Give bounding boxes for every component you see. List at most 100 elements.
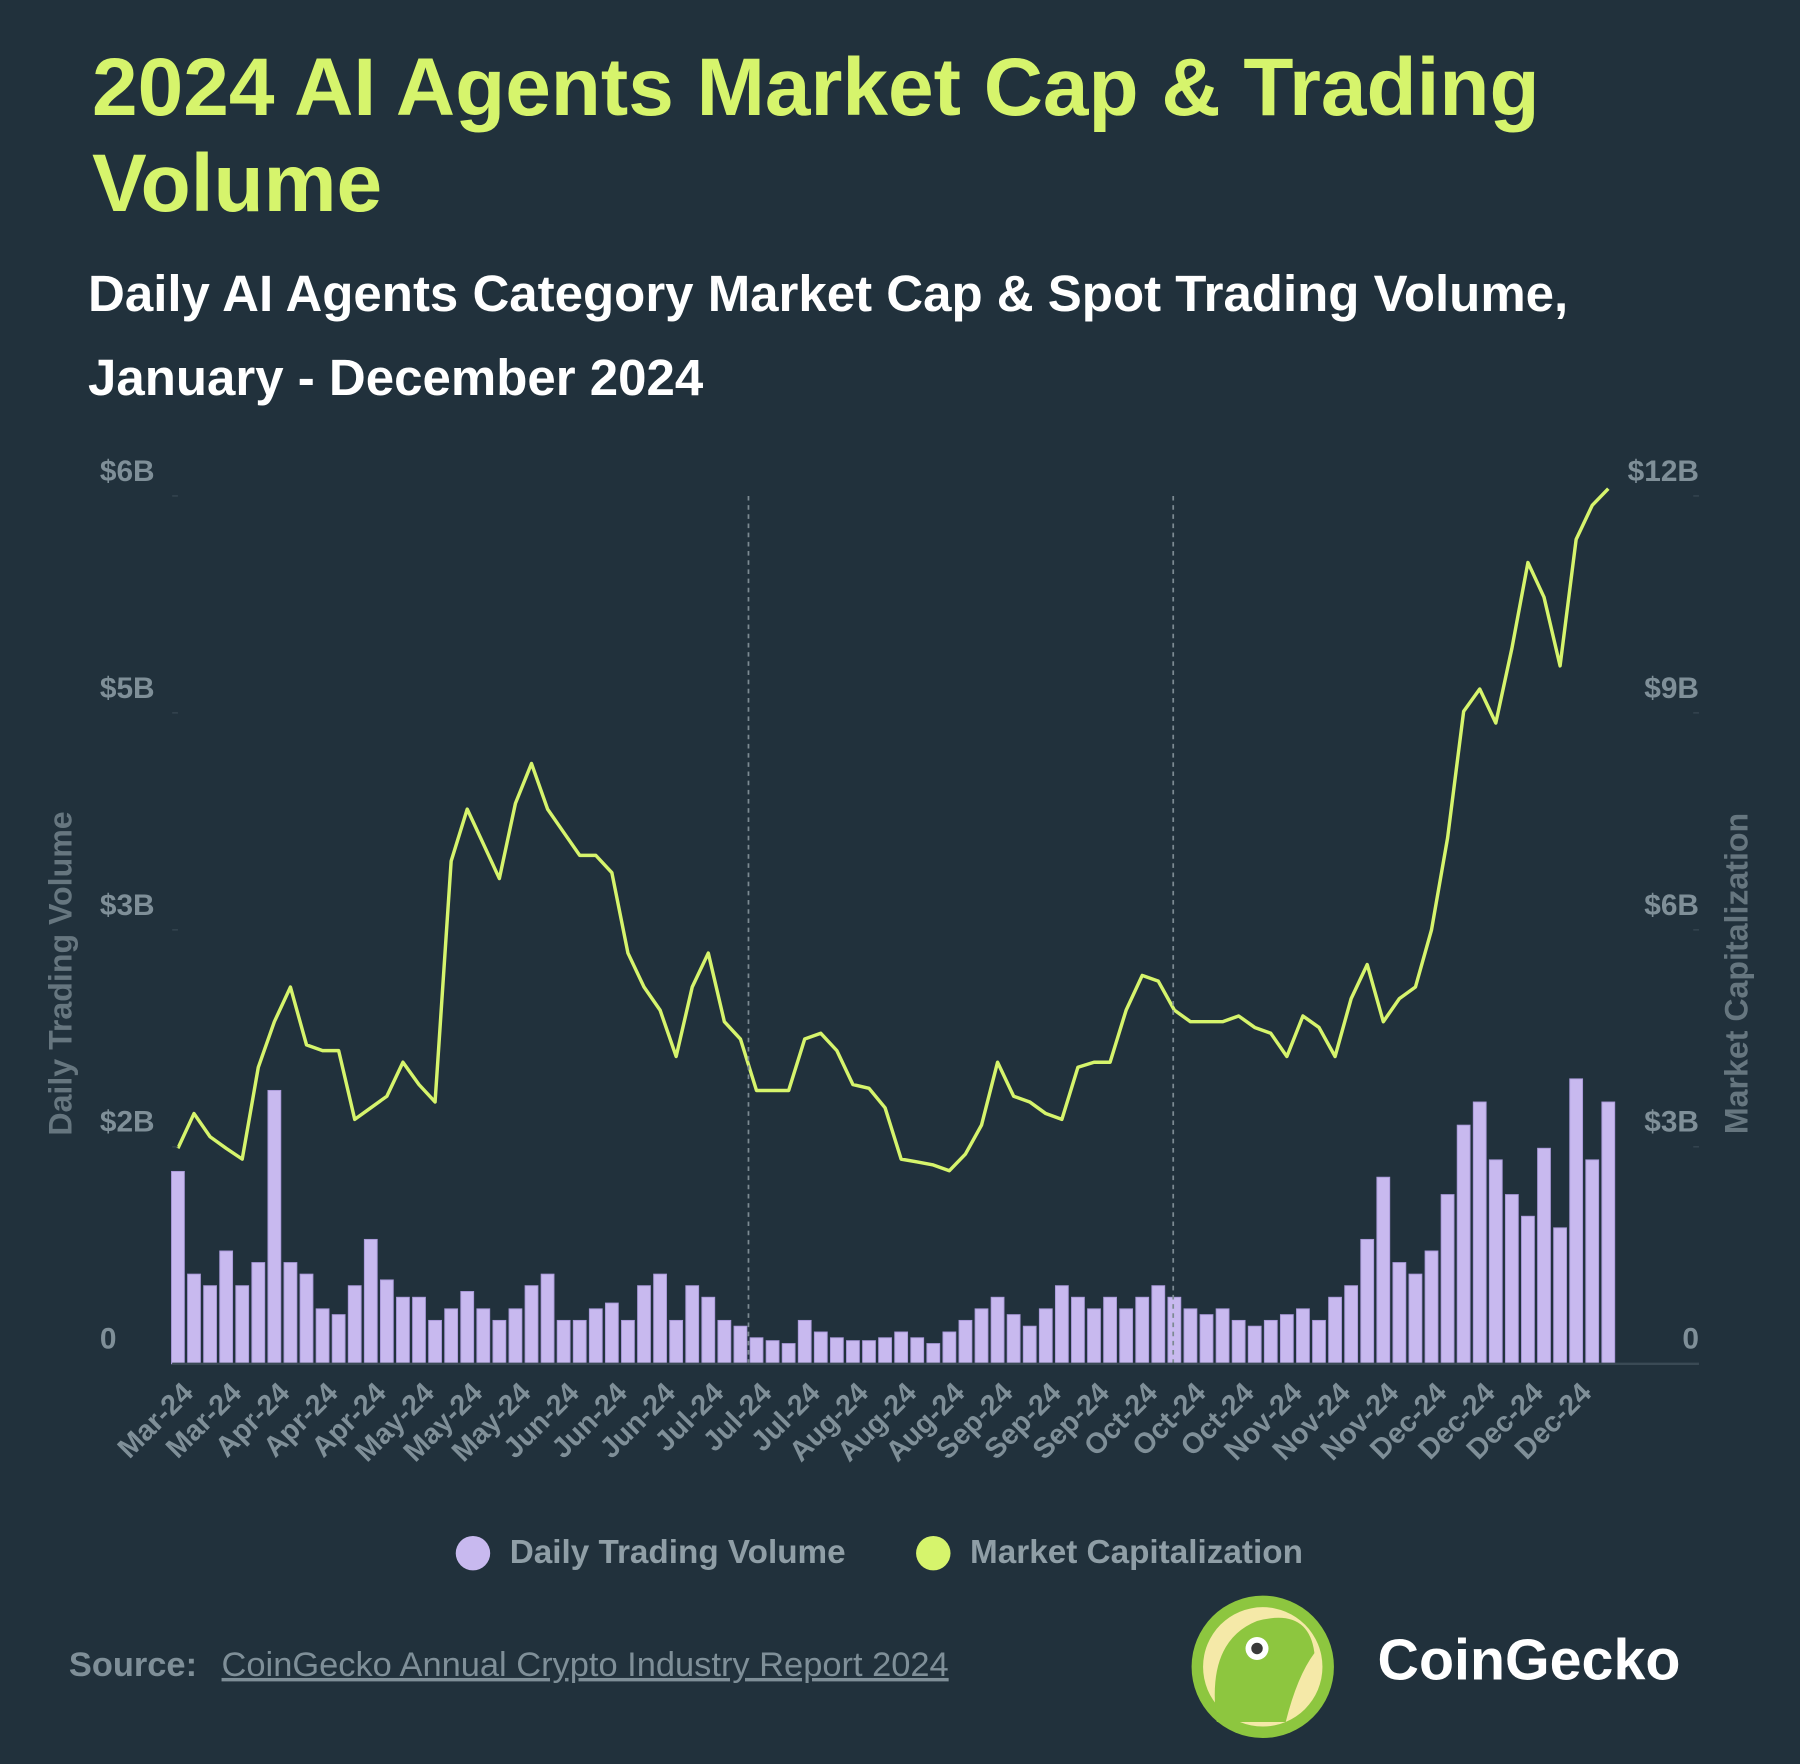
bar: [1279, 1314, 1294, 1365]
bar: [1408, 1273, 1423, 1365]
bar: [492, 1319, 507, 1365]
source-label: Source:: [69, 1646, 197, 1684]
legend: Daily Trading Volume Market Capitalizatio…: [455, 1534, 1303, 1571]
bar: [428, 1319, 442, 1365]
bar: [1376, 1176, 1391, 1365]
bar: [894, 1331, 909, 1365]
bar: [508, 1308, 523, 1365]
bar: [1022, 1325, 1037, 1365]
bar: [910, 1337, 925, 1365]
bar: [846, 1340, 860, 1365]
bar: [1087, 1308, 1101, 1365]
bar: [267, 1089, 282, 1365]
bar: [1231, 1319, 1246, 1365]
bar: [556, 1319, 571, 1365]
plot-area: [171, 487, 1616, 1365]
y2-tick-label: 0: [1682, 1323, 1699, 1356]
y2-tick-label: $12B: [1628, 455, 1699, 488]
bar: [621, 1319, 635, 1365]
bar: [203, 1285, 217, 1365]
bar: [749, 1337, 764, 1365]
y-axis-title: Daily Trading Volume: [43, 811, 79, 1135]
bar: [1151, 1285, 1166, 1365]
y-tick-label: 0: [100, 1323, 117, 1356]
bar: [1569, 1078, 1584, 1365]
bar: [637, 1285, 651, 1365]
bar: [1296, 1308, 1310, 1365]
bar: [717, 1319, 732, 1365]
bar: [1263, 1319, 1278, 1365]
bar: [974, 1308, 989, 1365]
bar: [283, 1262, 298, 1365]
bar: [363, 1238, 378, 1365]
bar: [187, 1273, 201, 1365]
bar: [1119, 1308, 1134, 1365]
bar: [701, 1296, 716, 1365]
bar: [1585, 1159, 1600, 1365]
bar: [412, 1296, 426, 1365]
bar: [942, 1331, 957, 1365]
bar: [1456, 1124, 1471, 1365]
legend-label: Market Capitalization: [970, 1534, 1303, 1571]
y-tick-label: $3B: [100, 889, 155, 922]
source-link[interactable]: CoinGecko Annual Crypto Industry Report …: [222, 1646, 949, 1684]
bar: [1601, 1101, 1616, 1365]
bar: [1183, 1308, 1198, 1365]
bar: [926, 1343, 941, 1365]
bar: [829, 1337, 844, 1365]
bar: [251, 1262, 266, 1365]
legend-marker: [916, 1535, 951, 1571]
bar: [1392, 1262, 1407, 1365]
bar: [1199, 1314, 1214, 1365]
legend-marker: [455, 1535, 491, 1571]
bar: [235, 1285, 250, 1365]
bar: [862, 1340, 876, 1365]
bar: [733, 1325, 748, 1365]
bar: [1038, 1308, 1053, 1365]
bar: [1071, 1296, 1085, 1365]
bar: [669, 1319, 684, 1365]
bar: [990, 1296, 1005, 1365]
bar: [653, 1273, 667, 1365]
y-tick-label: $6B: [100, 455, 155, 488]
bar: [878, 1337, 892, 1365]
y-tick-label: $5B: [100, 672, 155, 705]
bar: [1488, 1159, 1503, 1365]
bar: [1504, 1194, 1519, 1365]
bar: [444, 1308, 459, 1365]
bar: [813, 1331, 828, 1365]
bar: [315, 1308, 330, 1365]
bar: [1247, 1325, 1262, 1365]
y2-tick-label: $9B: [1644, 672, 1699, 705]
bar: [476, 1308, 491, 1365]
bar: [1167, 1296, 1182, 1365]
bar: [1553, 1227, 1567, 1365]
bar: [604, 1302, 619, 1365]
bar: [958, 1319, 973, 1365]
bar: [1440, 1194, 1455, 1365]
bar: [1344, 1285, 1359, 1365]
bar: [1472, 1101, 1487, 1365]
y2-tick-label: $3B: [1644, 1106, 1699, 1139]
bar: [797, 1319, 812, 1365]
bar: [540, 1273, 555, 1365]
y2-axis-title: Market Capitalization: [1719, 813, 1755, 1134]
bar: [588, 1308, 603, 1365]
bar: [347, 1285, 362, 1365]
bar: [1054, 1285, 1069, 1365]
y-tick-label: $2B: [100, 1106, 155, 1139]
bar: [1537, 1147, 1551, 1365]
bar: [1215, 1308, 1230, 1365]
bar: [1424, 1250, 1439, 1365]
line: [176, 487, 1610, 1173]
bar: [1521, 1215, 1535, 1365]
bar: [1006, 1314, 1021, 1365]
bar: [765, 1340, 780, 1365]
bar: [1328, 1296, 1342, 1365]
bar: [219, 1250, 234, 1365]
bar: [299, 1273, 314, 1365]
bar: [1135, 1296, 1150, 1365]
bar: [524, 1285, 539, 1365]
